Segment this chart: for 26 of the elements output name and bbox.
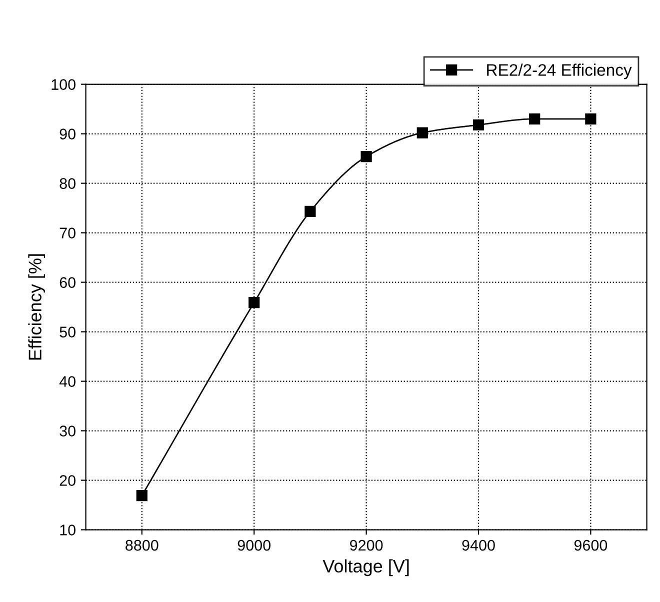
y-tick-label: 40 bbox=[59, 376, 76, 387]
point bbox=[585, 113, 596, 124]
y-tick-label: 90 bbox=[60, 128, 76, 140]
y-tick-label: 60 bbox=[60, 277, 76, 288]
x-tick-label: 9200 bbox=[350, 540, 383, 551]
point bbox=[416, 127, 428, 138]
point bbox=[304, 206, 316, 218]
point bbox=[529, 113, 540, 124]
y-tick-label: 30 bbox=[60, 426, 76, 436]
point bbox=[472, 119, 484, 130]
y-axis-title: Efficiency [%] bbox=[28, 254, 46, 360]
y-tick-label: 80 bbox=[60, 178, 76, 189]
x-axis-title: Voltage [V] bbox=[322, 559, 409, 576]
x-tick-label: 9000 bbox=[238, 540, 270, 551]
x-tick-label: 9400 bbox=[462, 540, 495, 551]
point bbox=[248, 297, 260, 308]
y-tick-label: 10 bbox=[60, 524, 76, 536]
point bbox=[136, 490, 148, 502]
y-tick-label: 20 bbox=[60, 475, 76, 486]
point bbox=[360, 150, 372, 162]
legend-label: RE2/2-24 Efficiency bbox=[487, 64, 632, 80]
x-tick-label: 8800 bbox=[126, 540, 158, 551]
y-tick-label: 70 bbox=[60, 228, 76, 238]
y-tick-label: 50 bbox=[60, 326, 76, 338]
y-tick-label: 100 bbox=[52, 79, 76, 90]
x-tick-label: 9600 bbox=[574, 540, 608, 551]
